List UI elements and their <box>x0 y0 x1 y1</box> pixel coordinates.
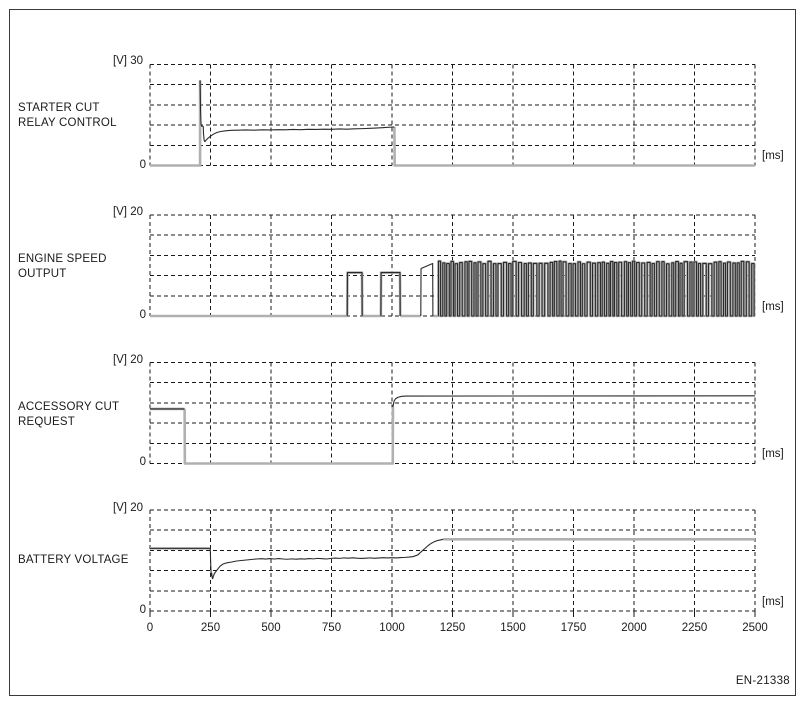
x-tick-label: 1750 <box>560 622 587 634</box>
plot3-title: ACCESSORY CUT REQUEST <box>18 400 148 430</box>
x-tick-label: 1500 <box>500 622 526 634</box>
plot1-yaxis-zero-label: 0 <box>139 159 146 171</box>
x-tick-label: 750 <box>321 622 342 634</box>
plot3-trace-gray-1 <box>183 406 395 465</box>
x-tick-label: 2250 <box>681 622 708 634</box>
x-tick-label: 0 <box>146 622 154 634</box>
figure-reference-number: EN-21338 <box>735 675 790 687</box>
plot4-title: BATTERY VOLTAGE <box>18 553 148 568</box>
x-tick-label: 1000 <box>379 622 405 634</box>
plot1-trace-gray-0 <box>150 80 202 167</box>
plot2-trace-3 <box>437 260 755 317</box>
plot2-title: ENGINE SPEED OUTPUT <box>18 252 148 282</box>
figure-border <box>9 9 796 696</box>
plot1-title: STARTER CUT RELAY CONTROL <box>18 101 148 131</box>
x-tick-label: 1250 <box>439 622 466 634</box>
plot1-trace-gray-1 <box>393 126 755 167</box>
plot2-title-line1: ENGINE SPEED <box>18 253 107 265</box>
plot2-trace-gray-3 <box>379 271 402 317</box>
plot3-xaxis-unit-label: [ms] <box>762 448 784 460</box>
x-tick-label: 2000 <box>621 622 647 634</box>
plot4-title-line1: BATTERY VOLTAGE <box>18 554 129 566</box>
plot3-title-line2: REQUEST <box>18 416 75 428</box>
plot1-trace-0 <box>199 80 395 143</box>
plot3-grid <box>149 362 756 464</box>
plot2-yaxis-zero-label: 0 <box>139 309 146 321</box>
plot1-yaxis-unit-label: [V] 30 <box>112 55 143 67</box>
plot2-trace-1 <box>380 272 401 317</box>
plot1-xaxis-unit-label: [ms] <box>762 150 784 162</box>
plot3-yaxis-unit-label: [V] 20 <box>112 354 143 366</box>
plot3-title-line1: ACCESSORY CUT <box>18 401 120 413</box>
plot4-yaxis-unit-label: [V] 20 <box>112 502 143 514</box>
x-tick-label: 250 <box>200 622 221 634</box>
plot2-xaxis-unit-label: [ms] <box>762 301 784 313</box>
plot4-yaxis-zero-label: 0 <box>139 604 146 616</box>
plot4-axis-ticks <box>149 611 756 617</box>
plot1-grid <box>149 64 756 166</box>
plot3-yaxis-zero-label: 0 <box>139 456 146 468</box>
plot2-title-line2: OUTPUT <box>18 268 67 280</box>
plot1-title-line2: RELAY CONTROL <box>18 117 117 129</box>
x-tick-label: 500 <box>261 622 281 634</box>
plot4-trace-1 <box>209 538 444 580</box>
plot1-title-line1: STARTER CUT <box>18 102 100 114</box>
plot2-yaxis-unit-label: [V] 20 <box>112 206 143 218</box>
plot2-trace-0 <box>346 272 363 317</box>
plot3-trace-1 <box>392 395 756 408</box>
plot2-trace-2 <box>420 262 434 317</box>
plot4-xaxis-unit-label: [ms] <box>762 596 784 608</box>
plot2-trace-gray-1 <box>345 271 364 317</box>
x-tick-label: 2500 <box>742 622 768 634</box>
